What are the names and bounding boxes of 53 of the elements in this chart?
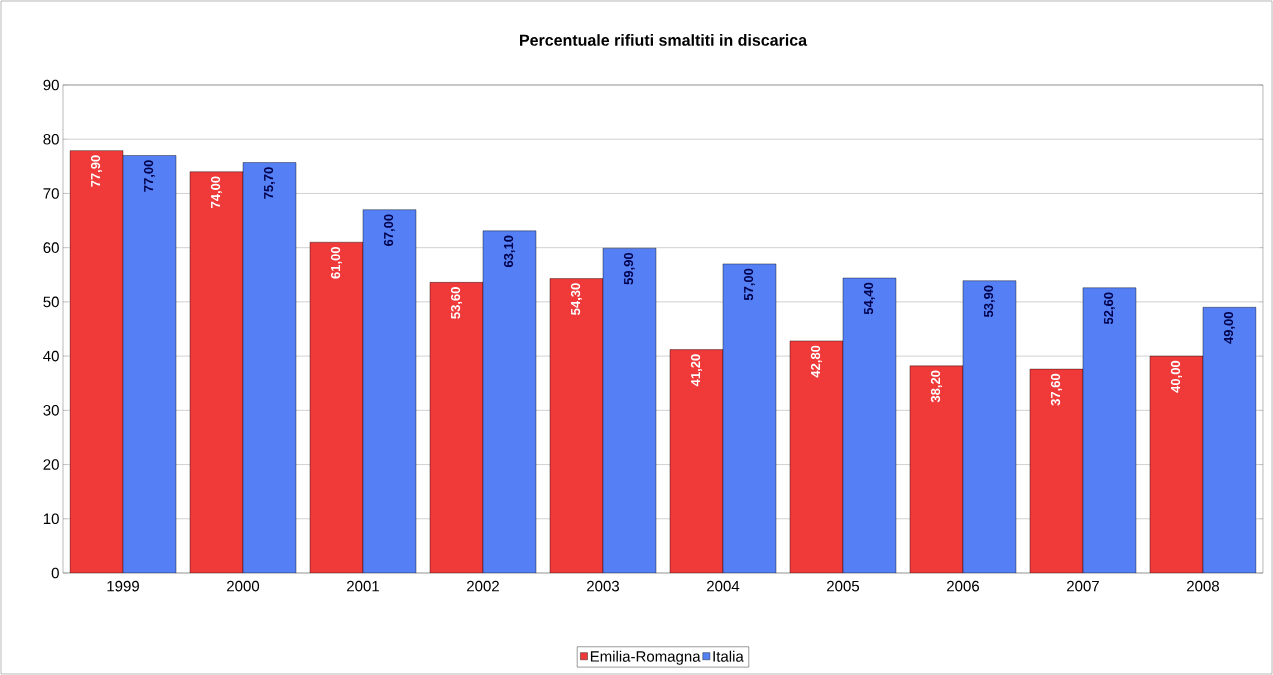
data-label: 77,90 [90,155,103,187]
bar [1149,355,1204,573]
y-tick-label: 40 [43,350,59,362]
bar [669,349,724,573]
x-tick-label: 2008 [1187,580,1219,592]
data-label: 40,00 [1170,360,1183,393]
data-label: 75,70 [263,167,276,199]
data-label: 52,60 [1103,292,1116,325]
x-tick-label: 2003 [587,580,620,592]
bar [549,278,604,573]
y-tick-label: 50 [43,296,59,308]
legend-label: Italia [713,650,744,662]
y-tick-label: 30 [43,405,59,416]
bar [909,365,964,573]
bar [789,340,844,573]
y-tick-label: 70 [43,188,59,199]
legend-label: Emilia-Romagna [590,650,701,665]
data-label: 42,80 [810,345,823,378]
data-label: 53,60 [450,287,463,319]
data-label: 53,90 [983,285,996,318]
x-tick-label: 2004 [707,580,740,592]
data-label: 54,30 [570,283,583,315]
x-tick-label: 2006 [947,580,979,592]
x-tick-label: 2005 [827,580,860,592]
y-tick-label: 80 [43,133,59,145]
x-tick-label: 2000 [227,580,260,592]
y-tick-label: 0 [51,567,59,579]
chart-title: Percentuale rifiuti smaltiti in discarica [520,34,808,46]
y-tick-label: 90 [43,79,59,91]
data-label: 63,10 [503,235,516,268]
data-label: 41,20 [690,354,703,387]
data-label: 37,60 [1050,373,1063,406]
data-label: 59,90 [623,252,636,285]
data-label: 67,00 [383,214,396,246]
x-tick-label: 2001 [347,580,379,592]
y-tick-label: 60 [43,242,59,253]
data-label: 57,00 [743,268,756,301]
data-label: 74,00 [210,176,223,208]
x-tick-label: 2002 [467,580,499,592]
x-tick-label: 1999 [107,580,139,592]
y-tick-label: 20 [43,459,59,470]
y-tick-label: 10 [43,513,59,525]
data-label: 54,40 [863,282,876,315]
data-label: 38,20 [930,370,943,403]
bar [69,150,124,573]
bar [189,171,244,573]
data-label: 61,00 [330,246,343,279]
x-tick-label: 2007 [1067,580,1099,592]
bar [429,282,484,573]
data-label: 77,00 [143,160,156,192]
bar [309,242,364,573]
bar [1029,368,1084,573]
data-label: 49,00 [1223,312,1236,344]
